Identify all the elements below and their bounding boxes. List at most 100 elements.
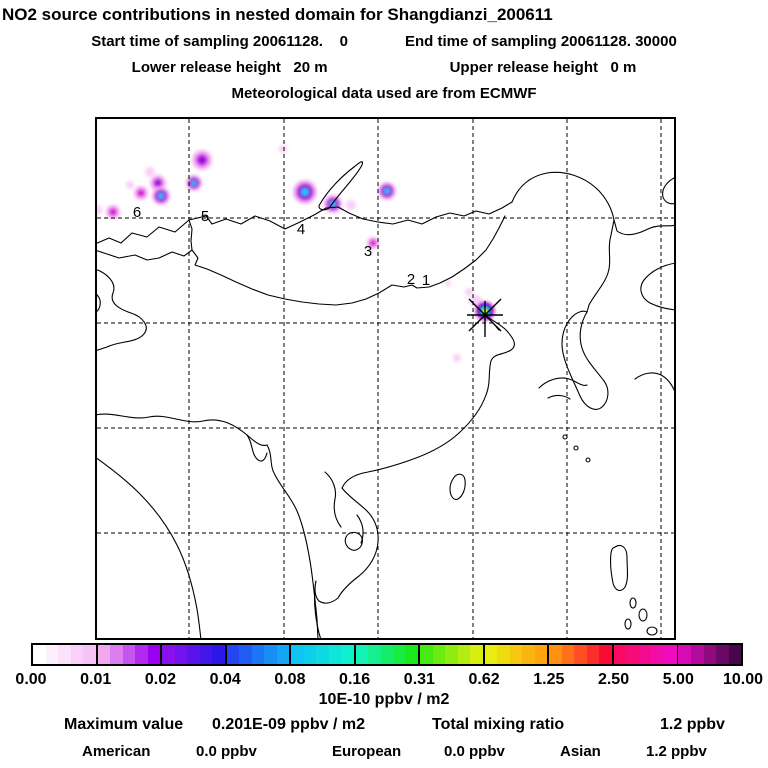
colorbar-tick: 10.00	[722, 671, 764, 688]
colorbar-tick: 1.25	[533, 671, 565, 688]
island-ryukyu-3	[585, 457, 591, 463]
page-title: NO2 source contributions in nested domai…	[2, 5, 553, 24]
colorbar-step	[561, 645, 575, 664]
region-asian-value: 1.2 ppbv	[646, 743, 707, 760]
colorbar-segment	[226, 645, 292, 664]
colorbar-segment	[484, 645, 550, 664]
border-indochina-2	[356, 514, 364, 544]
plume-blob-pink	[453, 354, 461, 362]
colorbar-segment	[97, 645, 163, 664]
colorbar-segment	[355, 645, 421, 664]
colorbar-step	[457, 645, 471, 664]
coast-ussuri	[586, 219, 615, 313]
colorbar-units: 10E-10 ppbv / m2	[318, 691, 450, 708]
colorbar-step	[574, 645, 587, 664]
island-taiwan	[449, 473, 466, 500]
colorbar-tick: 0.02	[144, 671, 177, 688]
coast-korea	[561, 310, 609, 410]
lower-release-text: Lower release height 20 m	[131, 59, 328, 76]
plume-blob-magenta	[367, 237, 379, 249]
coastlines	[94, 161, 677, 641]
colorbar-step	[368, 645, 381, 664]
island-hainan	[344, 531, 363, 551]
colorbar-step	[122, 645, 136, 664]
met-data-text: Meteorological data used are from ECMWF	[231, 85, 537, 102]
island-ryukyu-2	[573, 445, 579, 451]
colorbar-step	[549, 645, 562, 664]
border-indochina-1	[324, 471, 342, 528]
island-kyushu	[538, 377, 588, 389]
colorbar-tick: 5.00	[662, 671, 694, 688]
colorbar-segment	[291, 645, 356, 664]
plume-blob-violet	[150, 175, 166, 191]
end-time-text: End time of sampling 20061128. 30000	[404, 33, 677, 50]
graticule-grid	[97, 119, 674, 638]
plume-blob-cyan	[324, 195, 342, 213]
trajectory-point-label: 4	[297, 221, 305, 238]
colorbar-step	[405, 645, 419, 664]
colorbar-tick: 0.62	[468, 671, 500, 688]
trajectory-labels: 6 5 4 3 2 1	[133, 204, 430, 289]
plume-concentration-layer	[92, 145, 496, 362]
colorbar-step	[393, 645, 406, 664]
island-mindanao	[646, 626, 658, 636]
colorbar-tick: 0.00	[15, 671, 47, 688]
max-value-label: Maximum value	[64, 716, 184, 733]
colorbar-step	[341, 645, 354, 664]
plume-blob-violet	[192, 150, 212, 170]
colorbar-step	[586, 645, 600, 664]
colorbar-step	[45, 645, 59, 664]
lake-baikal	[318, 161, 364, 211]
coast-japan-south	[634, 372, 677, 395]
trajectory-point-label: 1	[422, 272, 430, 289]
colorbar-step	[83, 645, 96, 664]
trajectory-point-label: 5	[201, 208, 209, 225]
plume-blob-cyan	[186, 175, 202, 191]
colorbar-step	[162, 645, 175, 664]
coast-amur-dome	[511, 171, 677, 236]
colorbar-step	[110, 645, 123, 664]
coast-gulf-thailand	[314, 580, 339, 641]
colorbar-step	[199, 645, 213, 664]
coast-vietnam	[337, 487, 379, 599]
coast-bangladesh	[246, 434, 268, 462]
colorbar-segment	[162, 645, 227, 664]
colorbar-step	[509, 645, 523, 664]
colorbar-step	[212, 645, 225, 664]
colorbar-tick: 2.50	[597, 671, 630, 688]
colorbar-step	[534, 645, 548, 664]
colorbar-step	[484, 645, 498, 664]
colorbar-step	[276, 645, 290, 664]
island-visayas-1	[629, 597, 637, 609]
colorbar-step	[432, 645, 446, 664]
max-value: 0.201E-09 ppbv / m2	[212, 716, 365, 733]
colorbar-step	[716, 645, 729, 664]
colorbar-tick: 0.01	[80, 671, 112, 688]
total-mixing-ratio-value: 1.2 ppbv	[660, 716, 725, 733]
colorbar	[31, 643, 743, 666]
colorbar-step	[147, 645, 161, 664]
colorbar-step	[303, 645, 317, 664]
colorbar-step	[355, 645, 369, 664]
region-asian-label: Asian	[560, 743, 601, 760]
plume-blob-pink	[126, 181, 134, 189]
colorbar-step	[651, 645, 664, 664]
trajectory-point-label: 2	[407, 271, 415, 288]
colorbar-step	[728, 645, 742, 664]
plume-blob-pink	[445, 280, 451, 286]
colorbar-step	[70, 645, 84, 664]
colorbar-segment	[678, 645, 742, 664]
map-svg: 6 5 4 3 2 1	[92, 117, 677, 641]
coast-china-east	[341, 312, 515, 489]
plume-blob-cyan	[293, 180, 317, 204]
region-american-value: 0.0 ppbv	[196, 743, 257, 760]
colorbar-step	[33, 645, 46, 664]
border-mongolia-south	[94, 215, 506, 306]
coast-japan-sea	[640, 262, 677, 311]
colorbar-step	[638, 645, 652, 664]
colorbar-step	[251, 645, 265, 664]
colorbar-segment	[549, 645, 614, 664]
colorbar-tick: 0.16	[339, 671, 371, 688]
colorbar-step	[445, 645, 458, 664]
